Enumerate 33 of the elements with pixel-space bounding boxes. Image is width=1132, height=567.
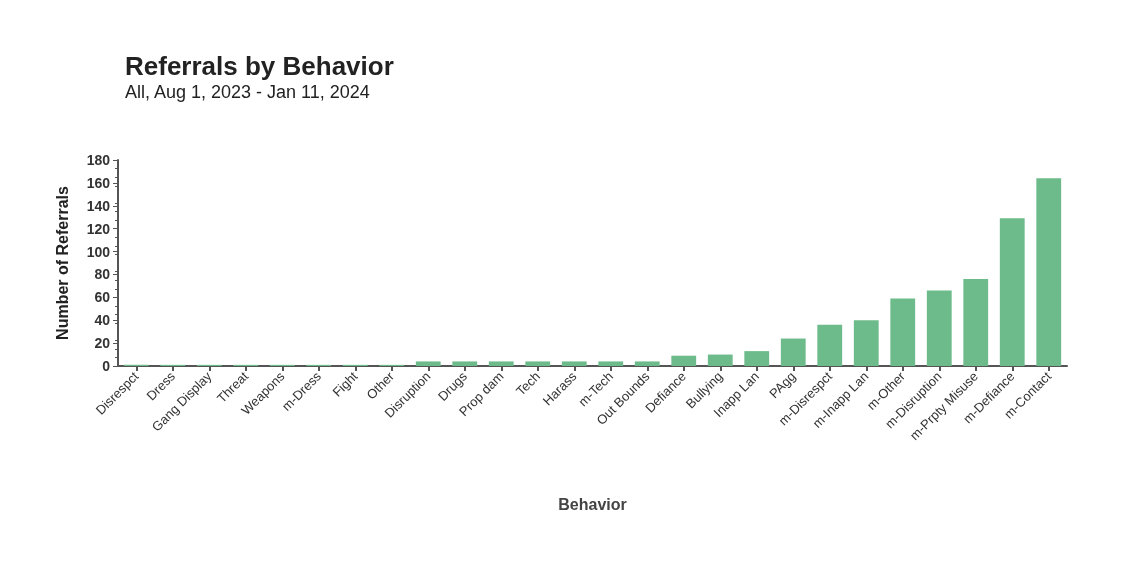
bar (817, 324, 843, 366)
y-axis-title: Number of Referrals (53, 185, 71, 340)
y-tick-label: 20 (94, 335, 111, 352)
y-tick-label: 180 (86, 152, 111, 168)
bar (853, 320, 879, 366)
bar (744, 351, 770, 366)
y-tick-label: 120 (86, 220, 111, 237)
bar (780, 338, 806, 366)
y-tick-label: 40 (94, 312, 111, 329)
y-tick-label: 60 (94, 289, 111, 306)
y-tick-label: 140 (86, 197, 111, 214)
bar (634, 361, 660, 366)
x-axis-title: Behavior (558, 495, 627, 513)
y-tick-label: 160 (86, 174, 111, 191)
y-tick-label: 80 (94, 266, 111, 283)
y-tick-label: 100 (86, 243, 111, 260)
bar (452, 361, 478, 366)
bar (561, 361, 587, 366)
chart-subtitle: All, Aug 1, 2023 - Jan 11, 2024 (125, 82, 370, 102)
bar (488, 361, 514, 366)
chart-title: Referrals by Behavior (125, 51, 394, 81)
bar (890, 298, 916, 366)
bar (707, 354, 733, 366)
bar (963, 279, 989, 366)
y-tick-label: 0 (102, 358, 111, 374)
bar (525, 361, 551, 366)
x-tick-label: Tech (513, 368, 544, 399)
bar (671, 355, 697, 366)
bar (415, 361, 441, 366)
bar (999, 218, 1025, 366)
bar (598, 361, 624, 366)
bar (1036, 178, 1062, 366)
bar (926, 290, 952, 366)
